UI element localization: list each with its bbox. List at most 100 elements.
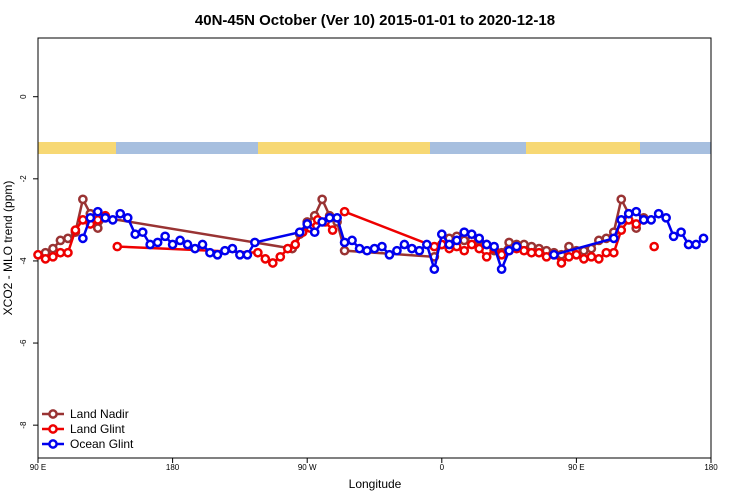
data-point <box>579 254 589 264</box>
data-point <box>466 239 477 250</box>
data-point <box>601 247 612 258</box>
data-point <box>661 212 671 223</box>
data-point <box>317 217 328 227</box>
data-point <box>324 212 335 223</box>
data-point <box>466 229 477 240</box>
x-tick-label: 0 <box>440 463 445 472</box>
data-point <box>691 239 701 250</box>
data-point <box>302 219 313 229</box>
land-band <box>526 142 640 154</box>
x-tick-label: 90 W <box>298 463 317 472</box>
data-point <box>197 239 208 250</box>
data-point <box>631 219 642 229</box>
data-point <box>250 237 260 248</box>
data-point <box>48 243 58 254</box>
data-point <box>85 212 96 223</box>
data-point <box>474 243 485 254</box>
data-point <box>429 264 440 274</box>
data-point <box>496 264 507 274</box>
land-band <box>258 142 430 154</box>
data-point <box>638 215 649 225</box>
data-point <box>623 208 634 219</box>
data-point <box>137 227 148 238</box>
x-tick-label: 90 E <box>568 463 584 472</box>
data-point <box>145 239 156 250</box>
data-point <box>332 212 342 223</box>
legend-label: Ocean Glint <box>70 437 134 451</box>
data-point <box>152 237 163 248</box>
data-point <box>474 233 485 244</box>
data-point <box>78 233 88 244</box>
y-tick-label: 0 <box>19 94 28 99</box>
data-point <box>55 247 66 258</box>
data-point <box>436 229 447 240</box>
series <box>78 206 709 275</box>
data-point <box>608 233 619 244</box>
data-point <box>227 243 238 254</box>
data-point <box>40 254 51 264</box>
legend-marker <box>48 439 58 449</box>
data-point <box>282 243 293 254</box>
data-point <box>459 235 470 246</box>
x-axis-label: Longitude <box>349 477 402 491</box>
legend-marker <box>48 409 58 419</box>
data-point <box>481 251 492 262</box>
data-point <box>451 235 462 246</box>
data-point <box>564 251 574 262</box>
data-point <box>526 247 537 258</box>
data-point <box>92 223 103 233</box>
data-point <box>78 194 88 205</box>
data-point <box>92 215 103 225</box>
data-point <box>235 249 245 260</box>
data-point <box>608 247 619 258</box>
data-point <box>586 251 597 262</box>
data-point <box>377 241 387 252</box>
data-point <box>649 241 660 252</box>
data-point <box>407 243 417 254</box>
data-point <box>294 227 305 238</box>
data-point <box>549 249 559 260</box>
data-point <box>275 251 286 262</box>
y-tick-label: -2 <box>19 175 28 183</box>
data-point <box>489 241 499 252</box>
data-point <box>115 208 126 219</box>
data-point <box>354 243 365 254</box>
y-tick-label: -8 <box>19 421 28 429</box>
data-point <box>78 215 88 225</box>
data-point <box>339 237 350 248</box>
data-point <box>496 249 507 260</box>
data-point <box>260 254 271 264</box>
data-point <box>309 227 320 238</box>
data-point <box>459 245 470 256</box>
data-point <box>616 194 627 205</box>
data-point <box>130 229 141 240</box>
data-point <box>384 249 395 260</box>
x-tick-label: 180 <box>704 463 718 472</box>
data-point <box>392 245 402 256</box>
land-band <box>38 142 116 154</box>
data-point <box>55 235 66 246</box>
data-point <box>70 225 81 235</box>
chart-title: 40N-45N October (Ver 10) 2015-01-01 to 2… <box>195 12 555 29</box>
data-point <box>252 247 263 258</box>
data-point <box>339 206 350 217</box>
data-point <box>481 239 492 250</box>
data-point <box>668 231 679 242</box>
data-point <box>100 212 111 223</box>
legend-label: Land Nadir <box>70 407 129 421</box>
data-point <box>511 241 522 252</box>
data-point <box>190 243 200 254</box>
plot-frame <box>37 37 712 459</box>
y-tick-label: -6 <box>19 339 28 347</box>
data-point <box>63 233 73 244</box>
data-point <box>534 247 544 258</box>
data-point <box>205 247 215 258</box>
y-axis-label: XCO2 - MLO trend (ppm) <box>1 181 15 316</box>
data-point <box>122 212 133 223</box>
data-point <box>290 239 301 250</box>
data-point <box>541 251 552 262</box>
data-point <box>683 239 694 250</box>
data-point <box>414 245 425 256</box>
